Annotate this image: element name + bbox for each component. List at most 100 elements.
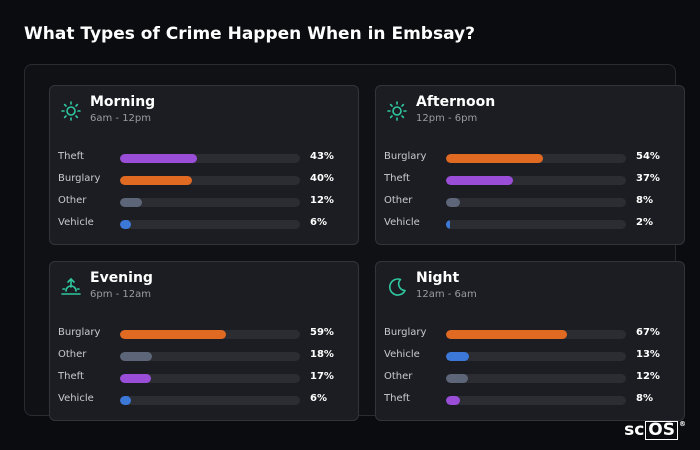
- bar-track: [120, 154, 300, 163]
- bar-row-vehicle: Vehicle 13%: [384, 346, 684, 368]
- bar-row-theft: Theft 43%: [58, 148, 358, 170]
- bar-percent: 18%: [310, 349, 334, 360]
- bar-track: [446, 220, 626, 229]
- bar-percent: 6%: [310, 393, 327, 404]
- bar-row-other: Other 12%: [384, 368, 684, 390]
- bar-label: Burglary: [384, 327, 427, 338]
- page-title: What Types of Crime Happen When in Embsa…: [24, 24, 475, 44]
- bar-fill: [120, 352, 153, 361]
- bar-label: Vehicle: [384, 349, 420, 360]
- sun-icon: [386, 100, 408, 122]
- bar-fill: [120, 396, 131, 405]
- bar-percent: 12%: [310, 195, 334, 206]
- bar-track: [120, 176, 300, 185]
- bar-label: Burglary: [58, 327, 101, 338]
- bar-percent: 13%: [636, 349, 660, 360]
- bar-list: Burglary 67% Vehicle 13% Other 12% Theft 8%: [384, 324, 684, 412]
- bar-fill: [120, 198, 142, 207]
- bar-fill: [120, 330, 227, 339]
- bar-track: [120, 396, 300, 405]
- bar-label: Burglary: [384, 151, 427, 162]
- bar-fill: [446, 330, 567, 339]
- bar-row-burglary: Burglary 59%: [58, 324, 358, 346]
- bar-row-theft: Theft 17%: [58, 368, 358, 390]
- card-subtitle: 12pm - 6pm: [416, 113, 478, 124]
- bar-row-burglary: Burglary 67%: [384, 324, 684, 346]
- bar-percent: 12%: [636, 371, 660, 382]
- card-title: Evening: [90, 270, 153, 286]
- bar-label: Theft: [58, 371, 84, 382]
- bar-track: [446, 330, 626, 339]
- bar-track: [120, 198, 300, 207]
- bar-label: Theft: [384, 173, 410, 184]
- bar-row-theft: Theft 37%: [384, 170, 684, 192]
- bar-percent: 8%: [636, 195, 653, 206]
- bar-track: [446, 198, 626, 207]
- bar-row-theft: Theft 8%: [384, 390, 684, 412]
- bar-label: Theft: [384, 393, 410, 404]
- bar-fill: [446, 220, 450, 229]
- bar-track: [446, 176, 626, 185]
- bar-list: Burglary 54% Theft 37% Other 8% Vehicle 2%: [384, 148, 684, 236]
- bar-row-vehicle: Vehicle 6%: [58, 214, 358, 236]
- bar-list: Theft 43% Burglary 40% Other 12% Vehicle 6%: [58, 148, 358, 236]
- sunset-icon: [60, 276, 82, 298]
- logo-registered-mark: ®: [679, 420, 686, 428]
- card-title: Afternoon: [416, 94, 496, 110]
- bar-fill: [120, 374, 151, 383]
- bar-label: Vehicle: [58, 217, 94, 228]
- bar-percent: 17%: [310, 371, 334, 382]
- bar-label: Theft: [58, 151, 84, 162]
- bar-track: [120, 352, 300, 361]
- bar-fill: [446, 374, 468, 383]
- bar-label: Other: [58, 349, 87, 360]
- bar-row-burglary: Burglary 54%: [384, 148, 684, 170]
- bar-percent: 40%: [310, 173, 334, 184]
- bar-row-other: Other 12%: [58, 192, 358, 214]
- sun-icon: [60, 100, 82, 122]
- bar-percent: 43%: [310, 151, 334, 162]
- bar-fill: [446, 154, 544, 163]
- bar-label: Other: [58, 195, 87, 206]
- bar-row-vehicle: Vehicle 2%: [384, 214, 684, 236]
- card-subtitle: 6am - 12pm: [90, 113, 152, 124]
- card-title: Night: [416, 270, 460, 286]
- bar-track: [120, 330, 300, 339]
- bar-fill: [120, 176, 192, 185]
- bar-track: [446, 374, 626, 383]
- bar-row-vehicle: Vehicle 6%: [58, 390, 358, 412]
- bar-percent: 2%: [636, 217, 653, 228]
- bar-fill: [120, 154, 198, 163]
- card-subtitle: 12am - 6am: [416, 289, 477, 300]
- bar-list: Burglary 59% Other 18% Theft 17% Vehicle 6%: [58, 324, 358, 412]
- bar-fill: [446, 198, 461, 207]
- bar-percent: 67%: [636, 327, 660, 338]
- scos-logo: sc OS ®: [624, 420, 686, 440]
- logo-boxed: OS: [645, 420, 678, 440]
- bar-label: Other: [384, 195, 413, 206]
- bar-row-other: Other 8%: [384, 192, 684, 214]
- bar-percent: 59%: [310, 327, 334, 338]
- bar-track: [120, 220, 300, 229]
- card-title: Morning: [90, 94, 156, 110]
- bar-label: Other: [384, 371, 413, 382]
- card-subtitle: 6pm - 12am: [90, 289, 152, 300]
- bar-percent: 6%: [310, 217, 327, 228]
- bar-fill: [120, 220, 131, 229]
- bar-track: [446, 154, 626, 163]
- bar-track: [446, 396, 626, 405]
- bar-percent: 54%: [636, 151, 660, 162]
- bar-track: [120, 374, 300, 383]
- bar-fill: [446, 176, 513, 185]
- card-evening: Evening 6pm - 12am Burglary 59% Other 18% Th…: [49, 261, 359, 421]
- bar-label: Vehicle: [58, 393, 94, 404]
- bar-percent: 37%: [636, 173, 660, 184]
- card-morning: Morning 6am - 12pm Theft 43% Burglary 40% Ot…: [49, 85, 359, 245]
- logo-prefix: sc: [624, 420, 645, 440]
- bar-fill: [446, 396, 461, 405]
- bar-label: Vehicle: [384, 217, 420, 228]
- bar-label: Burglary: [58, 173, 101, 184]
- bar-track: [446, 352, 626, 361]
- card-afternoon: Afternoon 12pm - 6pm Burglary 54% Theft 37%…: [375, 85, 685, 245]
- moon-icon: [386, 276, 408, 298]
